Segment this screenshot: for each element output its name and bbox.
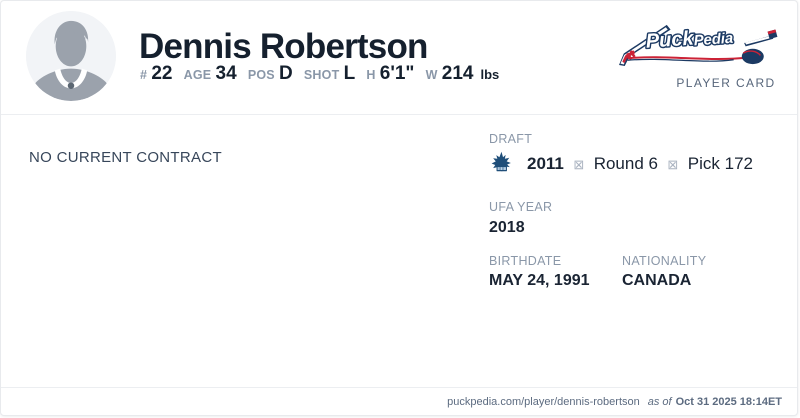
svg-text:PuckPedia: PuckPedia [645, 25, 734, 53]
